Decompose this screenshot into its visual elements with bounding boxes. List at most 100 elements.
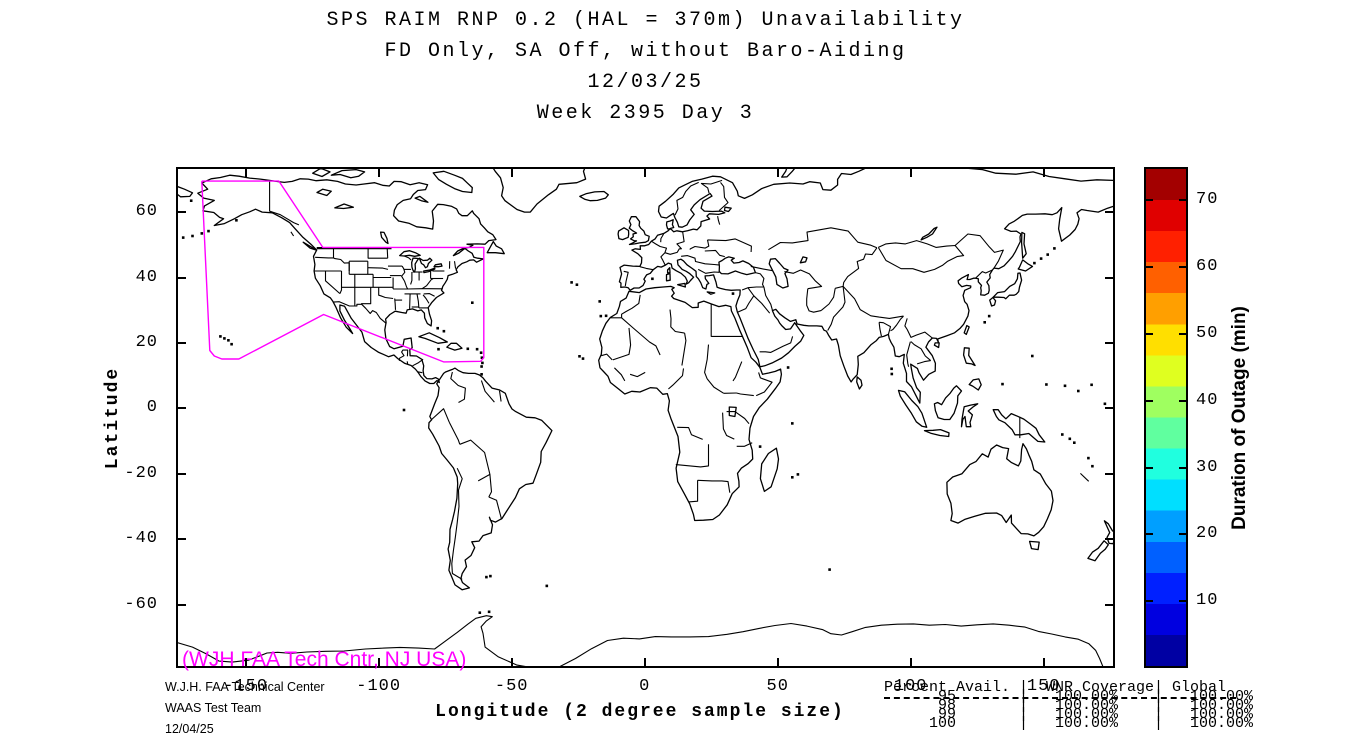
coastline bbox=[960, 403, 979, 428]
island-dot bbox=[181, 236, 185, 239]
coastline bbox=[414, 195, 429, 203]
island-dot bbox=[1103, 402, 1107, 406]
x-tick-mark bbox=[510, 658, 513, 666]
x-tick-mark-top bbox=[1042, 169, 1045, 177]
island-dot bbox=[1091, 464, 1094, 468]
x-tick-mark-top bbox=[510, 169, 513, 177]
coastline bbox=[723, 206, 732, 213]
x-tick-label: 0 bbox=[639, 677, 651, 696]
border-line bbox=[660, 252, 666, 266]
coastline bbox=[433, 263, 443, 268]
island-dot bbox=[890, 367, 893, 371]
x-tick-label: -150 bbox=[223, 677, 269, 696]
border-line bbox=[333, 301, 387, 325]
border-line bbox=[639, 266, 654, 271]
coastline bbox=[1028, 540, 1040, 551]
island-dot bbox=[758, 445, 762, 448]
island-dot bbox=[471, 301, 474, 304]
border-line bbox=[707, 238, 752, 253]
border-line bbox=[623, 270, 629, 287]
colorbar-tick-label: 50 bbox=[1196, 324, 1219, 343]
y-tick-mark-right bbox=[1105, 341, 1113, 344]
coastline bbox=[418, 332, 448, 344]
y-tick-mark bbox=[178, 276, 186, 279]
island-dot bbox=[983, 321, 986, 324]
coastline bbox=[432, 170, 473, 194]
coastline bbox=[781, 169, 796, 178]
border-line bbox=[398, 349, 409, 361]
border-line bbox=[755, 272, 765, 288]
island-dot bbox=[487, 610, 491, 614]
border-line bbox=[717, 215, 721, 225]
island-dot bbox=[987, 314, 991, 318]
coastline bbox=[411, 257, 420, 273]
island-dot bbox=[545, 584, 549, 588]
coastline bbox=[330, 169, 366, 179]
waas-service-volume-outline bbox=[201, 180, 485, 363]
coastline bbox=[1020, 231, 1027, 259]
y-tick-mark-right bbox=[1105, 538, 1113, 541]
border-line bbox=[677, 426, 703, 440]
border-line bbox=[410, 272, 413, 285]
site-annotation: (WJH FAA Tech Cntr, NJ USA) bbox=[182, 648, 467, 671]
colorbar-tick-label: 60 bbox=[1196, 257, 1219, 277]
island-dot bbox=[1053, 247, 1056, 250]
coastline bbox=[728, 406, 737, 418]
title-line-1: SPS RAIM RNP 0.2 (HAL = 370m) Unavailabi… bbox=[326, 9, 965, 32]
island-dot bbox=[235, 219, 238, 222]
y-tick-label: -20 bbox=[124, 463, 158, 483]
border-line bbox=[879, 321, 892, 335]
island-dot bbox=[466, 347, 470, 351]
map-plot-area bbox=[176, 167, 1115, 668]
y-tick-label: 40 bbox=[135, 267, 158, 287]
border-line bbox=[700, 179, 723, 194]
x-tick-mark bbox=[643, 658, 646, 666]
coastline bbox=[334, 203, 355, 210]
border-line bbox=[954, 233, 1004, 269]
border-line bbox=[768, 227, 878, 251]
island-dot bbox=[1077, 389, 1080, 393]
plot-title: SPS RAIM RNP 0.2 (HAL = 370m) Unavailabi… bbox=[176, 5, 1115, 129]
x-tick-mark-top bbox=[909, 169, 912, 177]
border-line bbox=[904, 318, 933, 339]
border-line bbox=[827, 286, 846, 331]
y-tick-mark bbox=[178, 407, 186, 410]
island-dot bbox=[570, 281, 573, 284]
colorbar-gradient bbox=[1146, 169, 1186, 666]
coastline bbox=[992, 272, 1023, 300]
y-tick-label: -60 bbox=[124, 594, 158, 614]
coastline bbox=[316, 188, 332, 197]
credit-line-1: W.J.H. FAA Technical Center bbox=[165, 680, 325, 694]
island-dot bbox=[599, 314, 603, 318]
border-line bbox=[732, 361, 743, 382]
border-line bbox=[747, 287, 771, 314]
border-line bbox=[459, 439, 491, 475]
coastline bbox=[312, 169, 331, 178]
colorbar-tick-mark-right bbox=[1179, 199, 1186, 202]
y-tick-mark bbox=[178, 211, 186, 214]
colorbar-tick-mark-right bbox=[1179, 399, 1186, 402]
border-line bbox=[704, 249, 725, 258]
island-dot bbox=[1001, 382, 1004, 386]
coastline bbox=[933, 385, 963, 421]
border-line bbox=[669, 309, 685, 334]
border-line bbox=[763, 286, 773, 311]
border-line bbox=[324, 271, 341, 295]
credit-line-2: WAAS Test Team bbox=[165, 701, 262, 715]
coastline bbox=[677, 282, 687, 288]
border-line bbox=[697, 268, 720, 274]
island-dot bbox=[478, 611, 482, 614]
x-tick-label: -100 bbox=[356, 677, 402, 696]
border-line bbox=[367, 267, 389, 270]
border-line bbox=[416, 371, 423, 374]
border-line bbox=[835, 247, 878, 289]
border-line bbox=[431, 408, 450, 423]
coastline bbox=[598, 285, 783, 522]
border-line bbox=[741, 286, 764, 291]
border-line bbox=[477, 473, 493, 498]
island-dot bbox=[1039, 257, 1043, 260]
coastline bbox=[799, 256, 808, 264]
x-tick-label: -50 bbox=[494, 677, 529, 696]
island-dot bbox=[442, 329, 446, 333]
border-line bbox=[409, 293, 411, 309]
